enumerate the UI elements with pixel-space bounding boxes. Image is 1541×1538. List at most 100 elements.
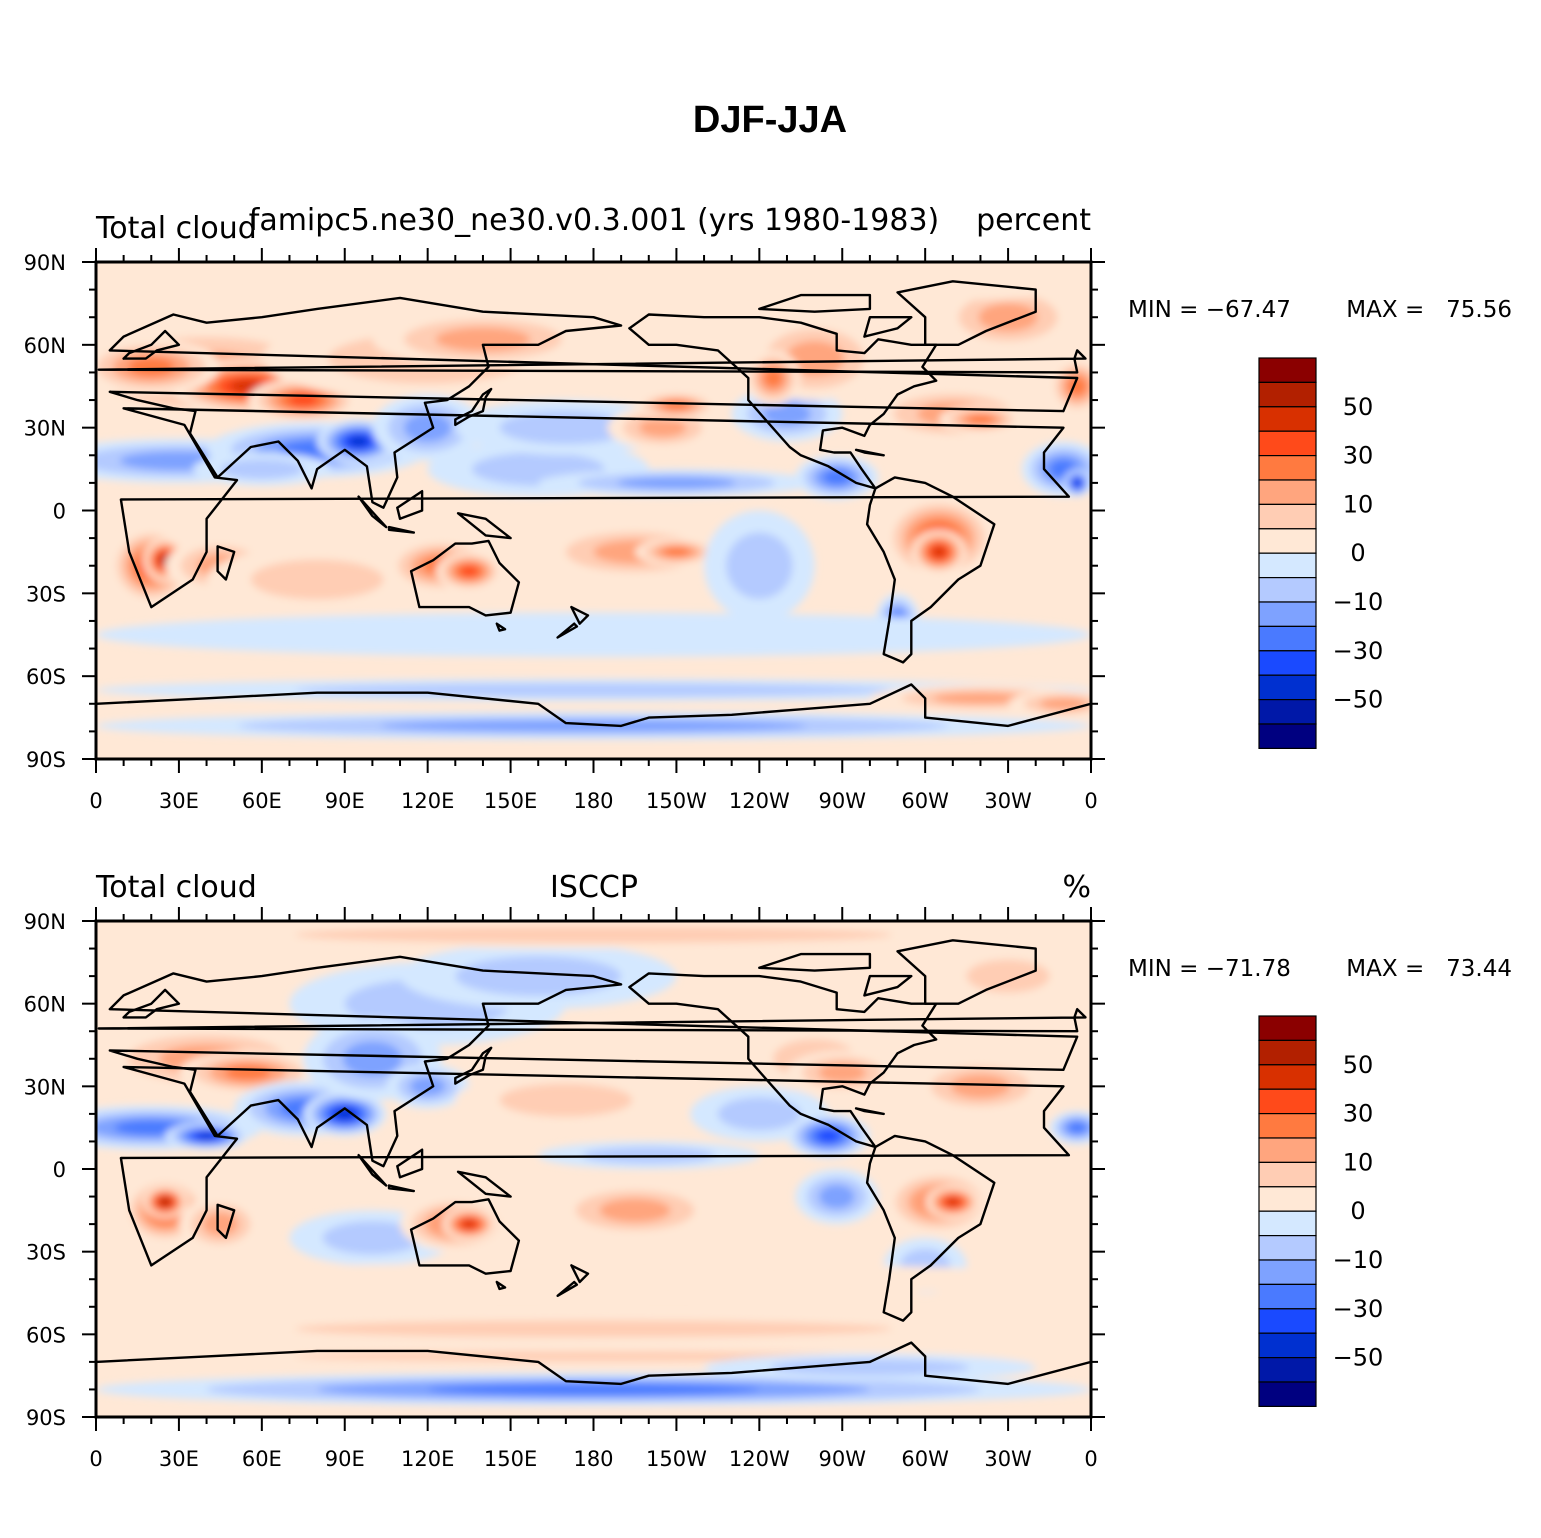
model-map-field	[96, 262, 1091, 759]
isccp-colorbar-labels: 50 30 10 0 −10 −30 −50	[1333, 1051, 1384, 1372]
colorbar-label: −30	[1333, 637, 1384, 665]
isccp-right-label: %	[1062, 870, 1091, 905]
x-tick-label: 60W	[901, 1447, 949, 1471]
model-panel: 0 30E 60E 90E 120E 150E 180 150W 120W 90W 60W 30W 0 …	[24, 203, 1512, 813]
coastline	[357, 495, 388, 529]
field-contour	[1073, 479, 1081, 487]
coastline	[387, 525, 415, 534]
y-tick-label: 90N	[24, 251, 66, 275]
colorbar-box	[1258, 576, 1317, 603]
y-tick-label: 90S	[26, 748, 66, 772]
coastline	[97, 349, 1087, 374]
field-contour	[250, 559, 384, 600]
x-tick-label: 90W	[819, 789, 867, 813]
y-tick-label: 60N	[24, 993, 66, 1017]
y-tick-label: 30S	[26, 582, 66, 606]
coastline	[495, 1280, 507, 1291]
x-tick-label: 60E	[242, 789, 282, 813]
x-tick-label: 30E	[159, 789, 199, 813]
colorbar-box	[1258, 698, 1317, 725]
coastline	[865, 1134, 996, 1322]
coastline	[396, 490, 424, 520]
coastline	[456, 512, 512, 540]
colorbar-box	[1258, 479, 1317, 505]
x-tick-label: 90E	[325, 789, 365, 813]
x-tick-label: 0	[1084, 789, 1097, 813]
isccp-min-label: MIN = −71.78	[1128, 956, 1291, 982]
x-tick-label: 60E	[242, 1447, 282, 1471]
y-tick-label: 60S	[26, 1323, 66, 1347]
x-tick-label: 30E	[159, 1447, 199, 1471]
coastline	[556, 622, 579, 639]
field-contour	[717, 1097, 801, 1131]
y-tick-label: 90N	[24, 910, 66, 934]
colorbar-box	[1258, 455, 1317, 481]
isccp-colorbar	[1258, 1015, 1317, 1407]
coastline	[454, 387, 493, 427]
x-tick-label: 120E	[401, 1447, 454, 1471]
x-tick-label: 180	[573, 1447, 613, 1471]
coastline	[396, 1148, 424, 1179]
isccp-panel: 0 30E 60E 90E 120E 150E 180 150W 120W 90W 60W 30W 0 …	[24, 870, 1512, 1471]
coastline	[570, 605, 590, 625]
field-contour	[599, 1198, 671, 1223]
field-contour	[349, 436, 369, 447]
model-right-label: percent	[976, 203, 1091, 238]
colorbar-label: 10	[1343, 1148, 1374, 1176]
model-min-label: MIN = −67.47	[1128, 297, 1291, 323]
field-contour	[96, 1262, 1091, 1296]
field-contour	[966, 959, 1050, 993]
colorbar-box	[1258, 1356, 1317, 1383]
coastline	[409, 1198, 521, 1275]
field-contour	[638, 418, 687, 438]
field-contour	[409, 1076, 446, 1096]
field-contour	[295, 926, 892, 944]
x-tick-label: 90E	[325, 1447, 365, 1471]
coastline	[865, 476, 996, 664]
field-contour	[933, 692, 1028, 705]
field-contour	[295, 683, 892, 697]
x-tick-label: 150E	[484, 789, 537, 813]
field-contour	[96, 273, 1091, 307]
field-contour	[817, 1129, 840, 1142]
x-tick-label: 150W	[646, 789, 707, 813]
x-tick-label: 180	[573, 789, 613, 813]
x-tick-label: 60W	[901, 789, 949, 813]
y-tick-label: 60N	[24, 334, 66, 358]
coastline	[122, 329, 181, 360]
field-contour	[582, 1146, 716, 1164]
colorbar-box	[1258, 1381, 1317, 1407]
field-contour	[322, 1221, 423, 1255]
model-y-tick-labels: 90N 60N 30N 0 30S 60S 90S	[24, 251, 66, 772]
colorbar-box	[1258, 1186, 1317, 1212]
colorbar-box	[1258, 1332, 1317, 1359]
coastline	[854, 1107, 885, 1116]
y-tick-label: 0	[53, 500, 66, 524]
x-tick-label: 0	[89, 1447, 102, 1471]
isccp-left-label: Total cloud	[95, 870, 257, 905]
field-contour	[818, 1184, 855, 1209]
field-contour	[763, 402, 811, 426]
field-contour	[380, 719, 807, 732]
colorbar-box	[1258, 1015, 1317, 1041]
x-tick-label: 0	[89, 789, 102, 813]
coastline	[758, 952, 872, 972]
colorbar-box	[1258, 650, 1317, 676]
coastline	[556, 1280, 579, 1297]
coastline	[896, 939, 1037, 1005]
field-contour	[770, 1359, 970, 1376]
coastline	[122, 988, 181, 1019]
colorbar-box	[1258, 503, 1317, 530]
figure-title: DJF-JJA	[693, 99, 847, 141]
model-max-label: MAX = 75.56	[1346, 297, 1512, 323]
colorbar-label: −50	[1333, 1344, 1384, 1372]
field-contour	[196, 1132, 217, 1140]
coastline	[454, 1046, 493, 1085]
coastline	[495, 622, 507, 632]
x-tick-label: 30W	[984, 789, 1032, 813]
colorbar-box	[1258, 430, 1317, 457]
model-x-tick-labels: 0 30E 60E 90E 120E 150E 180 150W 120W 90W 60W 30W 0	[89, 789, 1097, 813]
model-axis-ticks	[82, 248, 1105, 773]
field-contour	[455, 956, 622, 996]
